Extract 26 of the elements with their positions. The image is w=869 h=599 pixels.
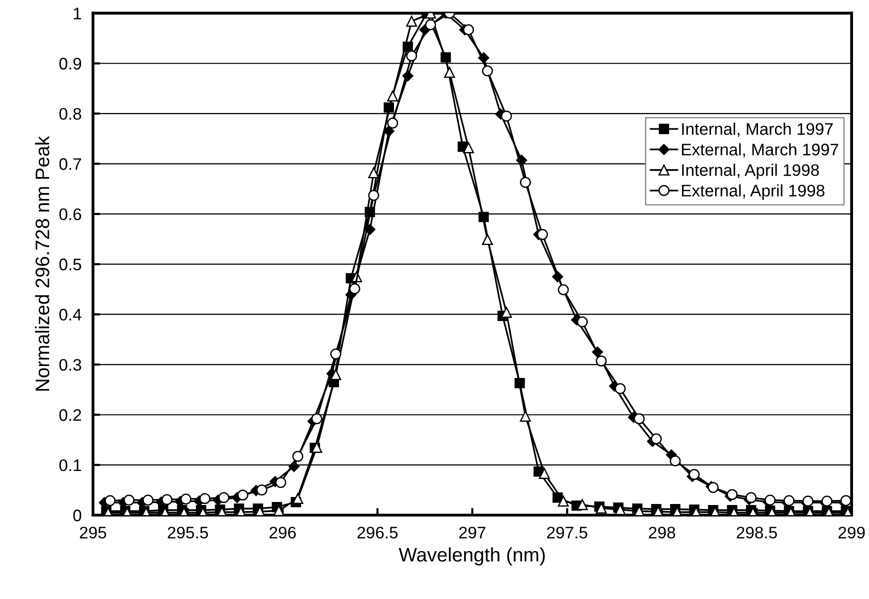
legend-label: Internal, March 1997 xyxy=(682,122,833,137)
y-tick-label: 0.3 xyxy=(59,358,82,371)
y-tick-label: 0.5 xyxy=(59,258,82,270)
x-tick-label: 296.5 xyxy=(357,526,398,538)
x-tick-label: 297 xyxy=(459,526,486,538)
y-tick-label: 0.6 xyxy=(59,208,82,220)
x-tick-label: 297.5 xyxy=(547,526,588,538)
y-tick-label: 0 xyxy=(73,510,82,522)
y-axis-title: Normalized 296.728 nm Peak xyxy=(35,136,50,391)
y-tick-label: 0.1 xyxy=(59,459,82,472)
y-tick-label: 1 xyxy=(74,8,82,20)
x-tick-label: 299 xyxy=(838,526,865,538)
y-tick-label: 0.9 xyxy=(59,58,82,70)
legend-label: External, March 1997 xyxy=(682,143,838,158)
y-tick-label: 0.7 xyxy=(59,158,82,170)
x-tick-label: 295.5 xyxy=(168,526,208,538)
x-tick-label: 296 xyxy=(270,526,296,538)
legend-label: External, April 1998 xyxy=(682,184,824,200)
legend-label: Internal, April 1998 xyxy=(682,164,819,180)
y-tick-label: 0.2 xyxy=(59,409,82,421)
x-tick-label: 298 xyxy=(648,526,676,538)
x-tick-label: 298.5 xyxy=(736,526,777,538)
y-tick-label: 0.4 xyxy=(59,308,82,321)
x-axis-title: Wavelength (nm) xyxy=(398,547,545,566)
x-tick-label: 295 xyxy=(80,526,106,538)
y-tick-label: 0.8 xyxy=(59,108,82,120)
